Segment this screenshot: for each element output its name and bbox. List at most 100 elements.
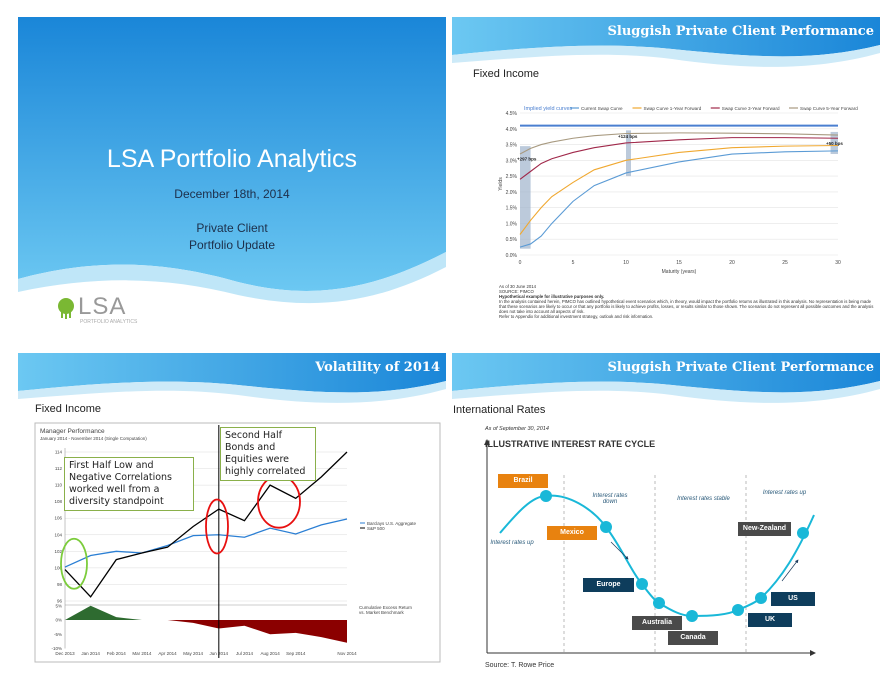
- y-tick-label: 102: [54, 549, 62, 554]
- x-tick-label: Apr 2014: [158, 651, 177, 656]
- excess-legend-label: Cumulative Excess Return: [359, 605, 413, 610]
- y-tick-label: 0.0%: [506, 253, 518, 259]
- legend-label: Swap Curve 3-Year Forward: [722, 106, 780, 111]
- spread-annotation: +124 bps: [618, 134, 638, 139]
- country-australia: Australia: [632, 616, 682, 630]
- presentation-title: LSA Portfolio Analytics: [106, 145, 358, 173]
- excess-tick-label: -5%: [54, 632, 62, 637]
- callout-first-half: First Half Low and Negative Correlations…: [64, 457, 194, 511]
- logo-tree-icon: [58, 298, 74, 319]
- subtitle-line2: Portfolio Update: [188, 238, 276, 252]
- y-tick-label: 106: [54, 516, 62, 521]
- x-tick-label: May 2014: [183, 651, 203, 656]
- slide-title[interactable]: LSA Portfolio Analytics December 18th, 2…: [18, 17, 446, 337]
- slide-volatility[interactable]: Volatility of 2014 Fixed Income 96 98 100 1…: [18, 353, 446, 671]
- legend-label: S&P 500: [367, 526, 385, 531]
- x-tick-label: 10: [623, 260, 629, 266]
- y-tick-label: 3.5%: [506, 143, 518, 149]
- title-background: [18, 17, 446, 304]
- as-of-date: As of September 30, 2014: [485, 426, 549, 432]
- country-dots: [540, 490, 809, 622]
- x-tick-label: 15: [676, 260, 682, 266]
- x-tick-label: Mar 2014: [132, 651, 152, 656]
- phase-label-up: Interest rates up: [490, 540, 534, 546]
- legend-label: Swap Curve 5-Year Forward: [800, 106, 858, 111]
- callout-second-half: Second Half Bonds and Equities were high…: [220, 427, 316, 481]
- note-disclaimer: In the analysis contained herein, PIMCO …: [499, 299, 874, 314]
- highlight-circle-red: [205, 498, 229, 555]
- chart-notes: As of 30 June 2014 SOURCE: PIMCO Hypothe…: [499, 284, 874, 319]
- down-arrow: [610, 541, 629, 560]
- slide-title: Volatility of 2014: [315, 360, 440, 375]
- series-line: [519, 132, 839, 155]
- chart-title: Manager Performance: [40, 428, 105, 435]
- excess-positive-area: [65, 605, 142, 620]
- y-tick-label: 98: [57, 582, 63, 587]
- header-wave: [452, 17, 880, 67]
- y-axis-label: Yields: [498, 177, 504, 191]
- spread-annotation: +297 bps: [517, 156, 537, 161]
- spread-bar: [830, 131, 838, 155]
- y-tick-label: 114: [55, 450, 63, 455]
- x-tick-label: Jul 2014: [236, 651, 254, 656]
- y-tick-label: 110: [55, 483, 63, 488]
- note-appendix: Refer to Appendix for additional investm…: [499, 314, 654, 319]
- highlight-circle-green: [60, 537, 88, 590]
- slide-international-rates[interactable]: Sluggish Private Client Performance Inte…: [452, 353, 880, 677]
- y-tick-label: 3.0%: [506, 158, 518, 164]
- x-tick-label: 25: [782, 260, 788, 266]
- y-tick-label: 112: [55, 466, 63, 471]
- y-tick-label: 108: [54, 499, 62, 504]
- yield-curve-chart: 0.0% 0.5% 1.0% 1.5% 2.0% 2.5% 3.0% 3.5% 4.0% 4.5%…: [498, 106, 858, 275]
- excess-tick-label: 0%: [55, 618, 62, 623]
- logo-subtext: PORTFOLIO ANALYTICS: [80, 319, 138, 325]
- section-subtitle: Fixed Income: [35, 403, 102, 415]
- x-tick-label: Dec 2013: [55, 651, 75, 656]
- excess-legend-label: vs. Market Benchmark: [359, 610, 405, 615]
- y-tick-label: 2.0%: [506, 190, 518, 196]
- note-disclaimer-title: Hypothetical example for illustrative pu…: [499, 294, 605, 299]
- spread-bar: [626, 130, 631, 177]
- series-line: [519, 137, 839, 180]
- series-line: [519, 144, 839, 235]
- x-tick-label: Sep 2014: [286, 651, 306, 656]
- y-tick-label: 1.0%: [506, 221, 518, 227]
- header-wave: [18, 353, 446, 403]
- country-canada: Canada: [668, 631, 718, 645]
- slide-fixed-income-yields[interactable]: Sluggish Private Client Performance Fixe…: [452, 17, 880, 335]
- excess-tick-label: 5%: [55, 603, 62, 608]
- y-tick-label: 4.5%: [506, 111, 518, 117]
- y-tick-label: 96: [57, 599, 63, 604]
- note-source: SOURCE: PIMCO: [499, 289, 534, 294]
- lsa-logo: LSA PORTFOLIO ANALYTICS: [56, 293, 137, 325]
- y-tick-label: 4.0%: [506, 127, 518, 133]
- up-arrow: [781, 559, 799, 582]
- country-us: US: [771, 592, 815, 606]
- header-wave: [452, 353, 880, 403]
- legend-label: Swap Curve 1-Year Forward: [644, 106, 702, 111]
- x-tick-label: 30: [835, 260, 841, 266]
- y-tick-label: 104: [54, 532, 62, 537]
- x-tick-label: 20: [729, 260, 735, 266]
- slide-title: Sluggish Private Client Performance: [607, 360, 875, 375]
- y-tick-label: 100: [54, 565, 62, 570]
- country-new-zealand: New-Zealand: [738, 522, 791, 536]
- y-tick-label: 2.5%: [506, 174, 518, 180]
- note-date: As of 30 June 2014: [499, 284, 537, 289]
- excess-negative-area: [141, 620, 347, 643]
- source-note: Source: T. Rowe Price: [485, 662, 555, 669]
- section-subtitle: International Rates: [453, 404, 546, 416]
- phase-label-stable: Interest rates stable: [677, 496, 730, 502]
- country-mexico: Mexico: [547, 526, 597, 540]
- x-tick-label: 5: [572, 260, 575, 266]
- x-tick-label: Nov 2014: [337, 651, 357, 656]
- excess-tick-label: -10%: [51, 646, 62, 651]
- y-tick-label: 0.5%: [506, 237, 518, 243]
- country-uk: UK: [748, 613, 792, 627]
- country-europe: Europe: [583, 578, 634, 592]
- chart-subtitle: January 2014 - November 2014 (Single Com…: [40, 436, 147, 441]
- legend-label: Current Swap Curve: [581, 106, 623, 111]
- legend-label: Barclays U.S. Aggregate: [367, 521, 417, 526]
- series-line: [519, 150, 839, 248]
- slide-title: Sluggish Private Client Performance: [607, 24, 875, 39]
